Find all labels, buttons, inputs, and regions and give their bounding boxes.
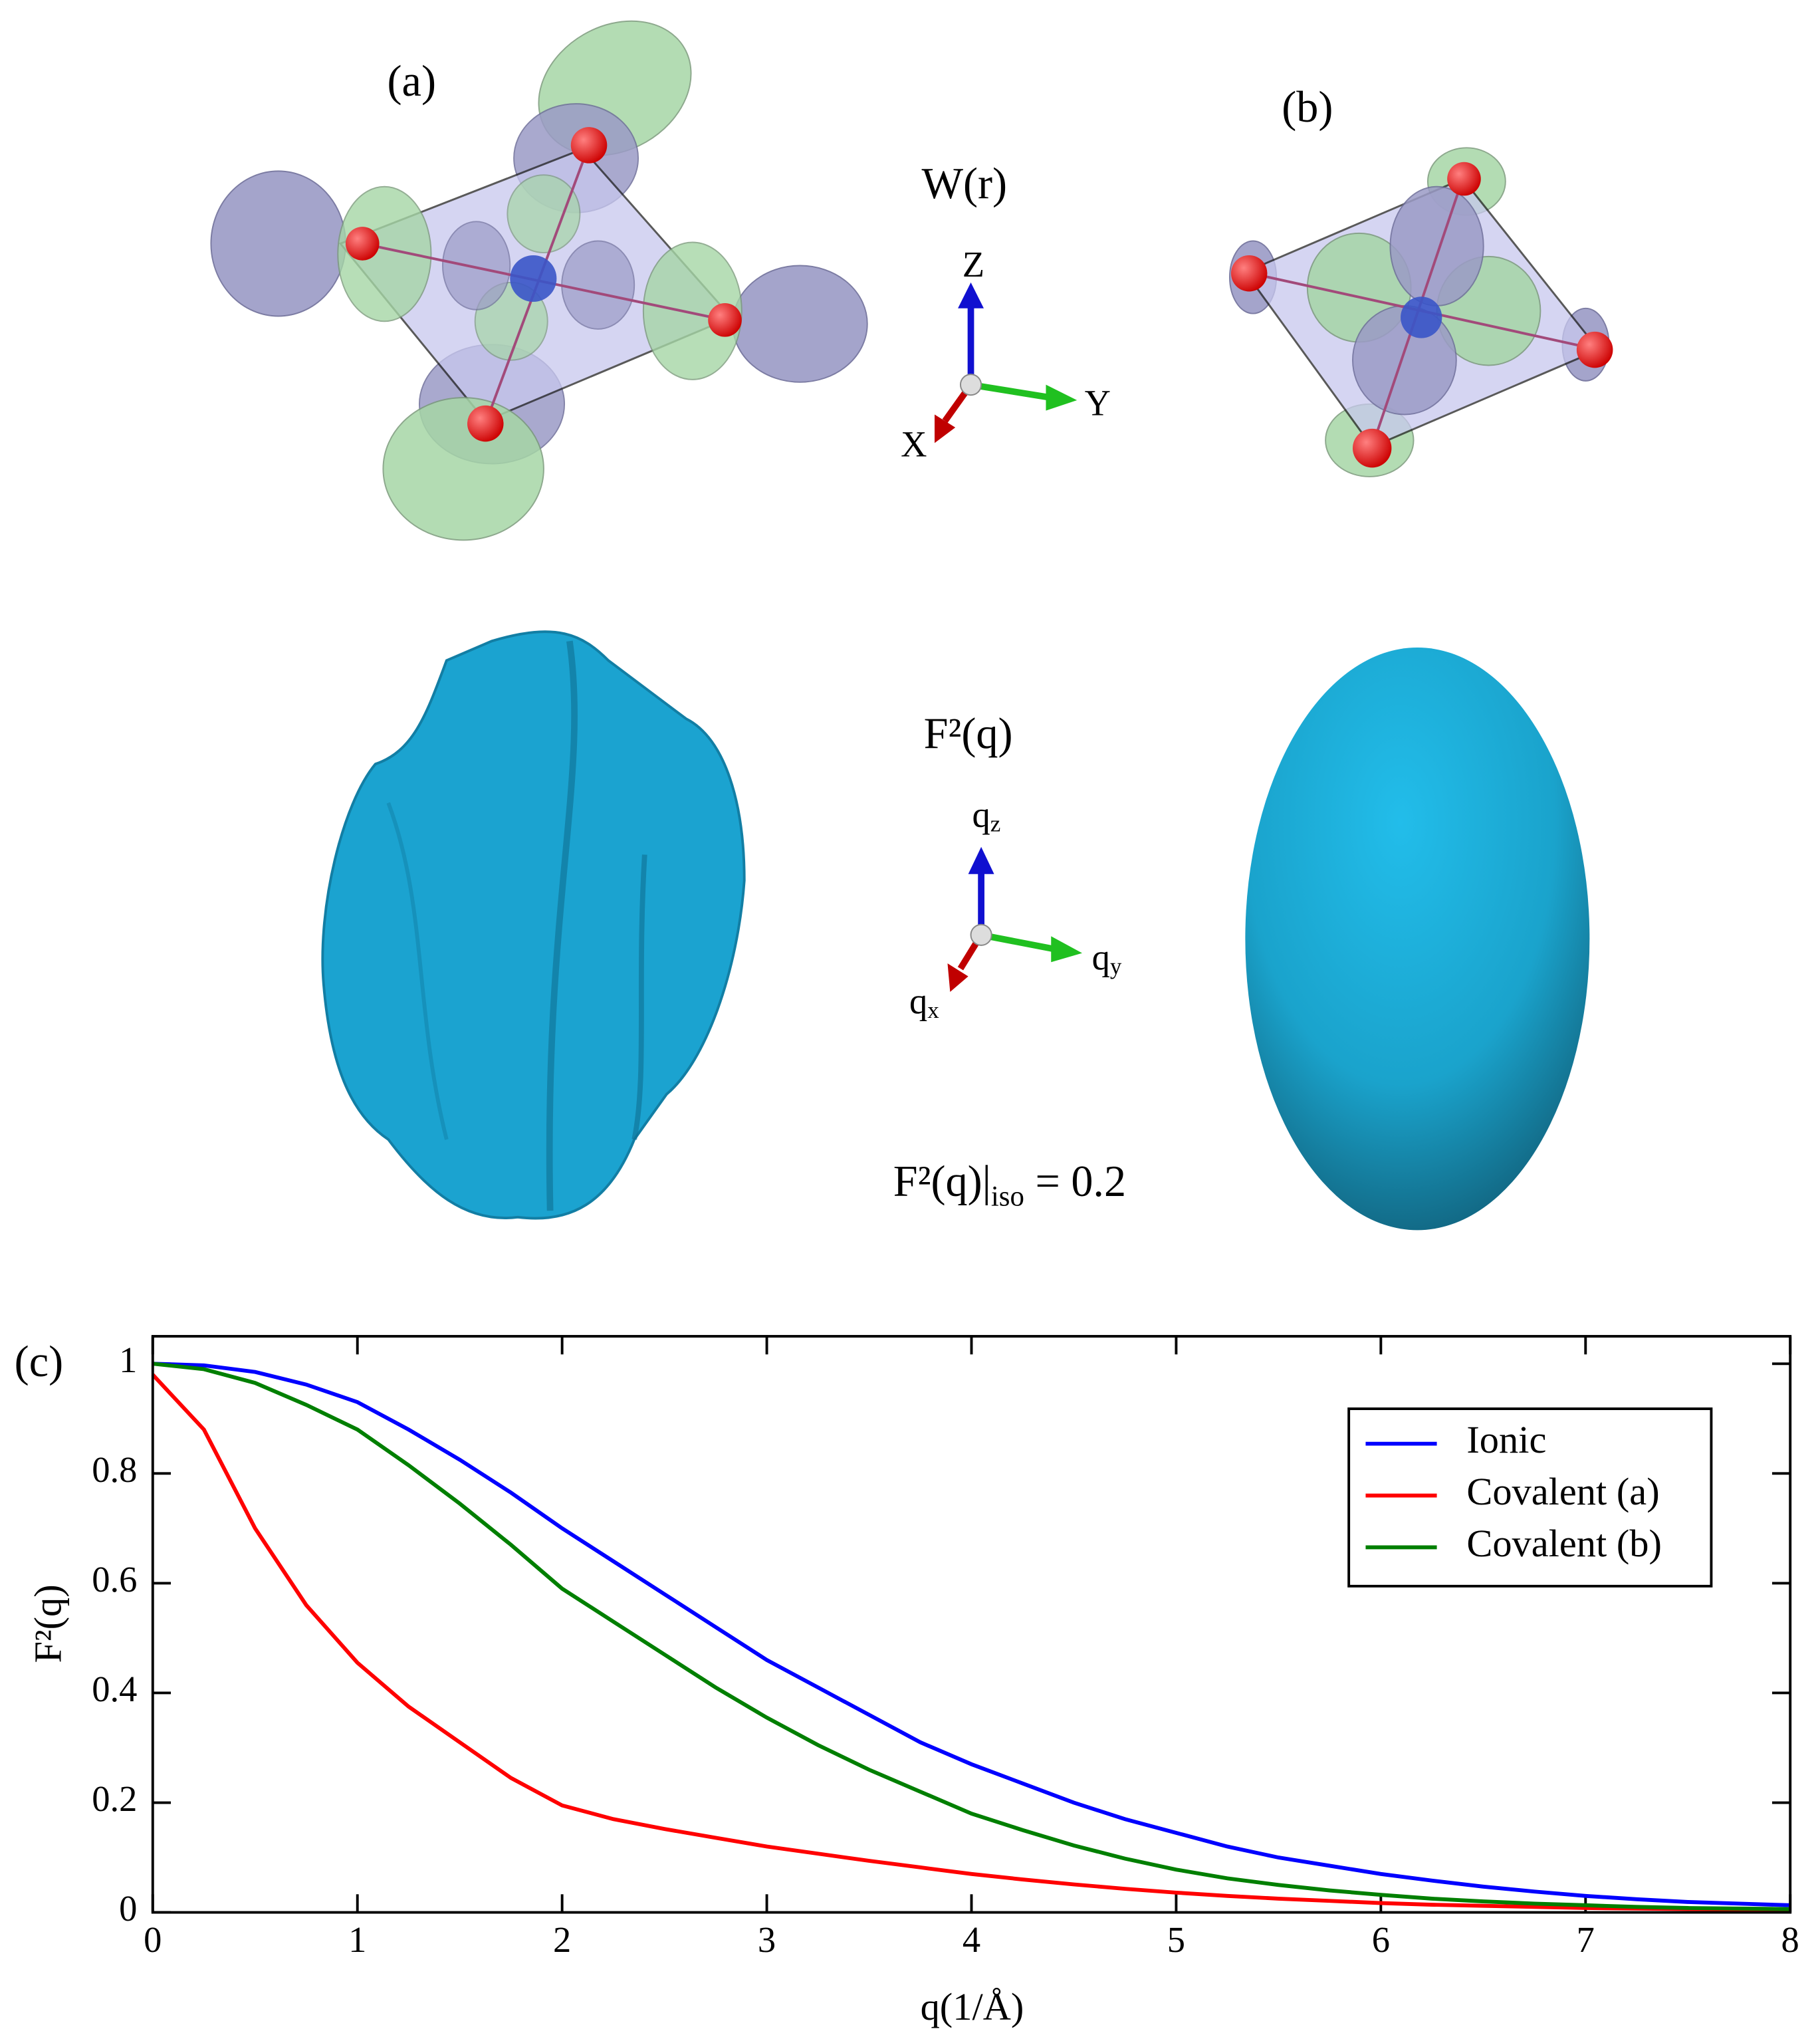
isosurface-rest: = 0.2 [1024,1157,1126,1206]
x-tick-label: 6 [1372,1919,1390,1960]
axis-triad-momentum [947,846,1082,992]
legend-label: Covalent (a) [1466,1470,1659,1513]
isosurface-label: F²(q)|iso = 0.2 [893,1157,1126,1212]
axis-base: q [909,981,927,1021]
x-tick-label: 4 [963,1919,980,1960]
axis-name: qz [972,794,1000,837]
axis-sub: x [927,997,939,1023]
series-line [151,1373,1791,1913]
axis-name: qy [1092,937,1122,979]
series-line [152,1362,1791,1907]
y-tick-label: 1 [119,1340,137,1380]
legend-label: Ionic [1466,1418,1546,1461]
x-tick-label: 8 [1781,1919,1799,1960]
panel-label: (c) [15,1338,63,1386]
x-tick-label: 7 [1577,1919,1595,1960]
y-tick-label: 0.4 [92,1669,137,1709]
momentum-label: F²(q) [924,710,1013,759]
y-tick-label: 0.8 [92,1449,137,1490]
axis-name: Y [1085,382,1111,423]
x-tick-label: 5 [1167,1919,1185,1960]
legend: Ionic Covalent (a) Covalent (b) [1347,1407,1713,1588]
axis-sub: z [990,811,1001,837]
y-tick-label: 0 [119,1888,137,1929]
y-tick-label: 0.2 [92,1778,137,1819]
plot: 0 1 2 3 4 5 6 7 8 0 0.2 0.4 0.6 0.8 1 Ionic Covalent (a)… [92,1335,1799,1960]
momentum-surface-a [321,630,746,1220]
panel-label: (b) [1282,83,1333,132]
real-space-label: W(r) [921,160,1007,208]
axis-base: q [1092,937,1110,977]
x-tick-label: 1 [348,1919,366,1960]
series-line [152,1362,1791,1911]
y-axis-title: F²(q) [26,1584,69,1663]
axis-name: Z [963,244,984,285]
isosurface-main: F²(q)| [893,1157,991,1206]
legend-label: Covalent (b) [1466,1522,1662,1565]
axis-triad-real [935,282,1078,443]
x-axis-title: q(1/Å) [921,1985,1024,2028]
axis-sub: y [1110,953,1122,979]
axis-base: q [972,794,990,835]
plot-frame [151,1335,1792,1914]
molecule-b [1229,147,1613,477]
momentum-surface-b [1245,648,1590,1231]
isosurface-sub: iso [991,1181,1024,1212]
x-tick-label: 2 [553,1919,571,1960]
x-tick-label: 3 [758,1919,776,1960]
panel-label: (a) [388,57,436,106]
molecule-a [210,20,868,541]
x-tick-label: 0 [144,1919,162,1960]
axis-name: X [901,424,927,465]
y-tick-label: 0.6 [92,1559,137,1600]
axis-name: qx [909,981,939,1023]
